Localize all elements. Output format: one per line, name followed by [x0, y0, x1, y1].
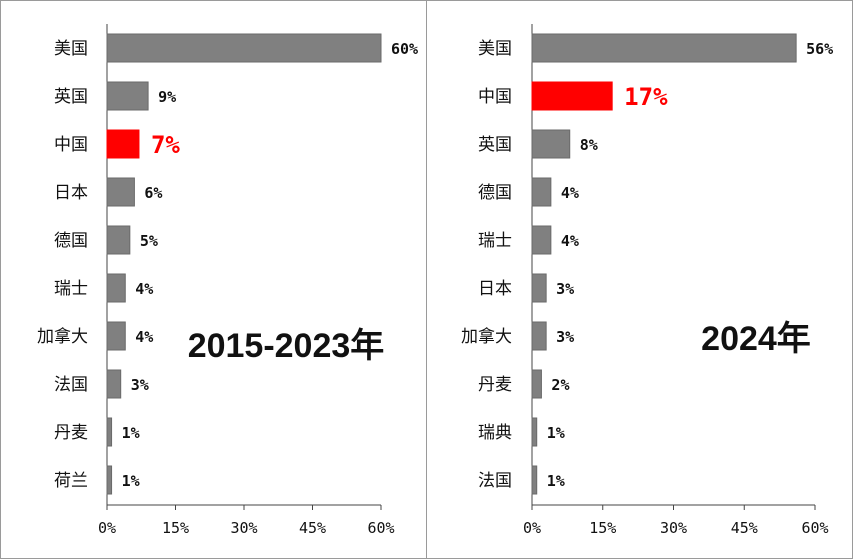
bar [106, 33, 382, 63]
value-label: 4% [135, 280, 153, 298]
category-label: 瑞士 [54, 279, 88, 299]
bar [531, 321, 547, 351]
value-label: 2% [551, 376, 569, 394]
value-label: 3% [556, 328, 574, 346]
category-label: 法国 [478, 471, 512, 491]
category-label: 丹麦 [478, 375, 512, 395]
bar [531, 465, 538, 495]
bar [106, 417, 113, 447]
bar [106, 465, 113, 495]
bar [106, 321, 126, 351]
value-label: 17% [624, 83, 668, 111]
x-tick-label: 30% [230, 519, 257, 537]
x-tick-label: 60% [801, 519, 828, 537]
value-label: 1% [547, 424, 565, 442]
value-label: 7% [151, 131, 180, 159]
category-label: 中国 [478, 87, 512, 107]
period-label: 2024年 [701, 320, 811, 358]
value-label: 8% [580, 136, 598, 154]
chart-panel-2024: 美国 56% 中国 17% 英国 8% 德国 4% 瑞士 4% 日本 3% 加拿大 3% 丹麦 2% 瑞典 1% 法… [461, 24, 833, 537]
value-label: 4% [561, 232, 579, 250]
x-tick-label: 60% [367, 519, 394, 537]
bar-highlight [531, 81, 613, 111]
x-tick-label: 30% [660, 519, 687, 537]
value-label: 3% [556, 280, 574, 298]
category-label: 中国 [54, 135, 88, 155]
bar-highlight [106, 129, 140, 159]
category-label: 丹麦 [54, 423, 88, 443]
category-label: 日本 [478, 279, 512, 299]
category-label: 瑞士 [478, 231, 512, 251]
bar [531, 129, 571, 159]
category-label: 德国 [54, 231, 88, 251]
value-label: 4% [561, 184, 579, 202]
x-tick-label: 0% [98, 519, 116, 537]
value-label: 1% [122, 472, 140, 490]
x-tick-label: 15% [589, 519, 616, 537]
bar [531, 273, 547, 303]
category-label: 加拿大 [461, 326, 512, 347]
value-label: 9% [158, 88, 176, 106]
bar [531, 417, 538, 447]
value-label: 1% [547, 472, 565, 490]
bar [106, 177, 135, 207]
category-label: 加拿大 [37, 326, 88, 347]
x-tick-label: 15% [162, 519, 189, 537]
category-label: 法国 [54, 375, 88, 395]
value-label: 1% [122, 424, 140, 442]
value-label: 4% [135, 328, 153, 346]
bar [531, 177, 552, 207]
chart-panel-2015-2023: 美国 60% 英国 9% 中国 7% 日本 6% 德国 5% 瑞士 4% 加拿大 4% 法国 3% 丹麦 1% 荷兰… [37, 24, 418, 537]
category-label: 美国 [54, 39, 88, 59]
x-tick-label: 45% [731, 519, 758, 537]
bar [531, 33, 797, 63]
bar [106, 81, 149, 111]
bar [106, 225, 131, 255]
x-tick-label: 45% [299, 519, 326, 537]
value-label: 6% [144, 184, 162, 202]
category-label: 德国 [478, 183, 512, 203]
period-label: 2015-2023年 [188, 327, 385, 365]
category-label: 美国 [478, 39, 512, 59]
category-label: 英国 [54, 87, 88, 107]
bar [106, 273, 126, 303]
bar [531, 369, 542, 399]
panel-divider [426, 1, 427, 558]
bar [106, 369, 122, 399]
category-label: 瑞典 [478, 423, 512, 443]
value-label: 60% [391, 40, 418, 58]
value-label: 5% [140, 232, 158, 250]
category-label: 日本 [54, 183, 88, 203]
x-tick-label: 0% [523, 519, 541, 537]
value-label: 56% [806, 40, 833, 58]
category-label: 英国 [478, 135, 512, 155]
bar [531, 225, 552, 255]
value-label: 3% [131, 376, 149, 394]
category-label: 荷兰 [54, 471, 88, 491]
